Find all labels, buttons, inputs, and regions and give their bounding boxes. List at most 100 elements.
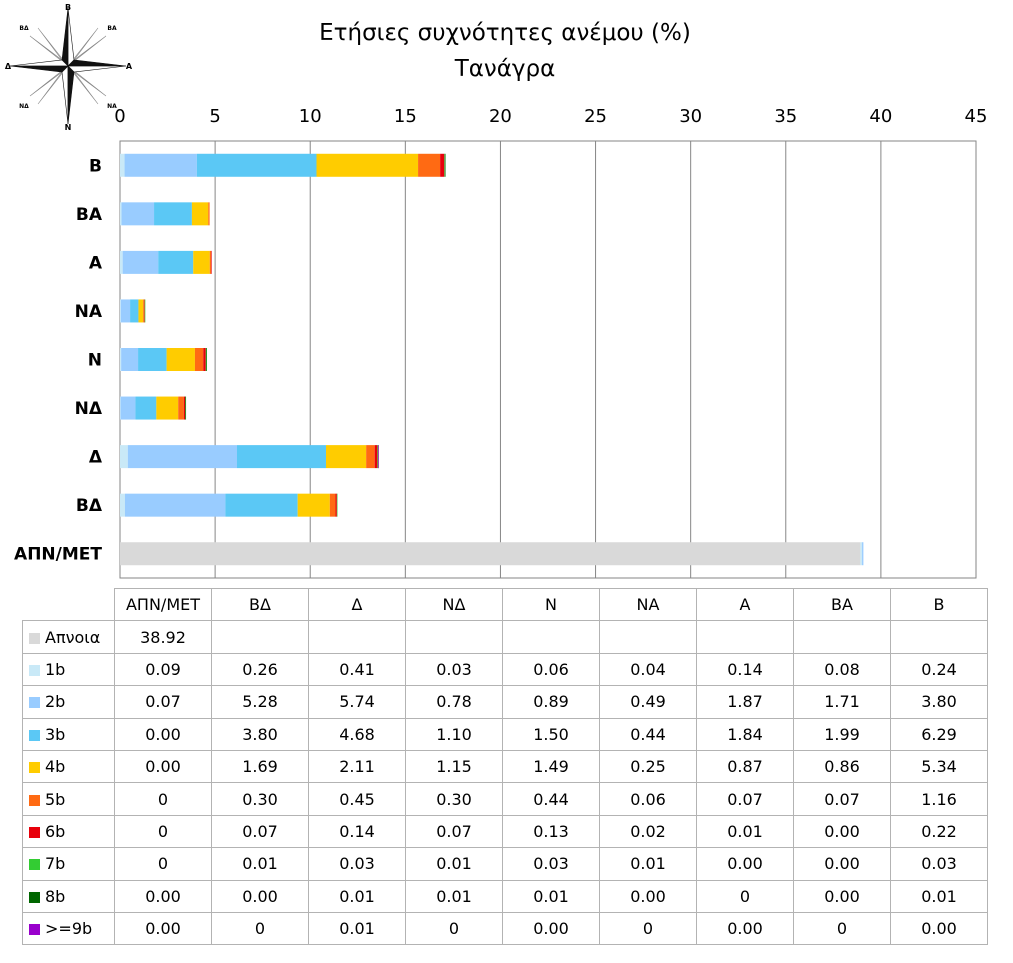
table-cell: 0.44 [502,782,600,816]
series-name: 4b [45,757,66,777]
table-cell: 1.15 [405,749,503,784]
table-cell: 1.87 [696,685,794,719]
y-category-label: ΒΑ [76,205,103,225]
series-label: 6b [22,814,115,849]
table-cell: 0.00 [114,749,212,784]
series-label: Απνοια [22,620,115,654]
series-name: 7b [45,854,66,874]
table-cell: 0 [793,911,891,946]
column-header: Ν [502,587,600,622]
table-cell: 1.16 [890,782,988,816]
table-cell: 0.07 [793,782,891,816]
table-cell: 0.00 [502,911,600,946]
table-cell: 1.69 [211,749,309,784]
table-cell: 0.87 [696,749,794,784]
bar-segment [183,396,186,420]
table-cell: 0.26 [211,652,309,687]
column-header: Β [890,587,988,622]
bar-segment [440,153,445,177]
table-cell: 0.01 [405,847,503,881]
series-label: 8b [22,879,115,913]
bar-segment [225,493,298,517]
table-cell: 0.01 [599,847,697,881]
bar-segment [127,445,237,469]
x-tick-label: 15 [394,106,417,127]
y-category-label: Ν [88,351,102,371]
compass-label-w: Δ [5,62,12,71]
table-row: Απνοια 38.92 [22,620,988,654]
bar-segment [336,493,338,517]
table-row: 1b 0.09 0.26 0.41 0.03 0.06 0.04 0.14 0.08 0.24 [22,652,988,687]
table-cell: 0 [405,911,503,946]
table-cell: 5.74 [308,685,406,719]
legend-swatch [29,924,40,936]
table-cell: 0.06 [502,652,600,687]
table-cell [502,620,600,654]
series-label: 4b [22,749,115,784]
chart-title: Ετήσιες συχνότητες ανέμου (%) [319,20,691,46]
table-cell: 0.00 [211,879,309,913]
table-cell [890,620,988,654]
bar-segment [124,493,226,517]
table-cell: 0.00 [793,847,891,881]
column-header: ΝΔ [405,587,503,622]
y-category-label: ΒΔ [76,496,103,516]
table-cell: 0.00 [599,879,697,913]
table-header-row: ΑΠΝ/ΜΕΤ ΒΔ Δ ΝΔ Ν ΝΑ Α ΒΑ Β [22,587,988,622]
table-cell: 2.11 [308,749,406,784]
table-cell [405,620,503,654]
x-tick-label: 25 [584,106,607,127]
series-name: Απνοια [45,627,101,647]
bar-segment [143,299,145,323]
bar-segment [297,493,330,517]
series-label: >=9b [22,911,115,946]
legend-swatch [29,891,40,903]
bar-segment [166,348,195,371]
table-row: 3b 0.00 3.80 4.68 1.10 1.50 0.44 1.84 1.99 6.29 [22,717,988,751]
table-cell: 0.14 [696,652,794,687]
bar-segment [444,153,446,177]
bar-segment [138,348,167,371]
table-cell: 0 [114,847,212,881]
table-row: 4b 0.00 1.69 2.11 1.15 1.49 0.25 0.87 0.86 5.34 [22,749,988,784]
table-cell: 0.03 [502,847,600,881]
bar-segment [122,250,159,274]
bar-segment [236,445,327,469]
y-category-label: ΝΔ [75,399,103,419]
x-tick-label: 40 [869,106,892,127]
column-header: Α [696,587,794,622]
bar-segment [120,396,121,420]
table-cell: 0.01 [308,879,406,913]
bar-segment [144,299,146,323]
series-label: 7b [22,847,115,881]
compass-rose-icon: Β Ν Α Δ ΒΑ ΒΔ ΝΑ ΝΔ [5,3,133,132]
bar-segment [203,348,206,371]
table-row: 5b 0 0.30 0.45 0.30 0.44 0.06 0.07 0.07 1.16 [22,782,988,816]
legend-swatch [29,697,40,709]
bar-segment [120,202,122,226]
table-cell: 1.49 [502,749,600,784]
chart-subtitle: Τανάγρα [454,56,556,82]
table-cell: 0.49 [599,685,697,719]
bar-segment [144,299,145,323]
table-cell: 0.00 [696,911,794,946]
bar-segment [120,493,125,517]
bar-segment [178,396,184,420]
compass-label-e: Α [126,62,133,71]
table-cell: 0.00 [793,814,891,849]
legend-swatch [29,664,40,676]
table-cell: 0.03 [308,847,406,881]
table-cell: 0.01 [211,847,309,881]
table-cell: 0.04 [599,652,697,687]
bar-segment [444,153,445,177]
compass-label-se: ΝΑ [107,103,117,110]
table-row: 7b 0 0.01 0.03 0.01 0.03 0.01 0.00 0.00 0.03 [22,847,988,881]
table-cell: 0.00 [890,911,988,946]
table-cell: 0.89 [502,685,600,719]
table-cell: 0.00 [114,911,212,946]
series-name: 8b [45,886,66,906]
table-cell: 5.34 [890,749,988,784]
table-cell: 0.08 [793,652,891,687]
x-tick-label: 45 [965,106,988,127]
bar-segment [196,153,317,177]
